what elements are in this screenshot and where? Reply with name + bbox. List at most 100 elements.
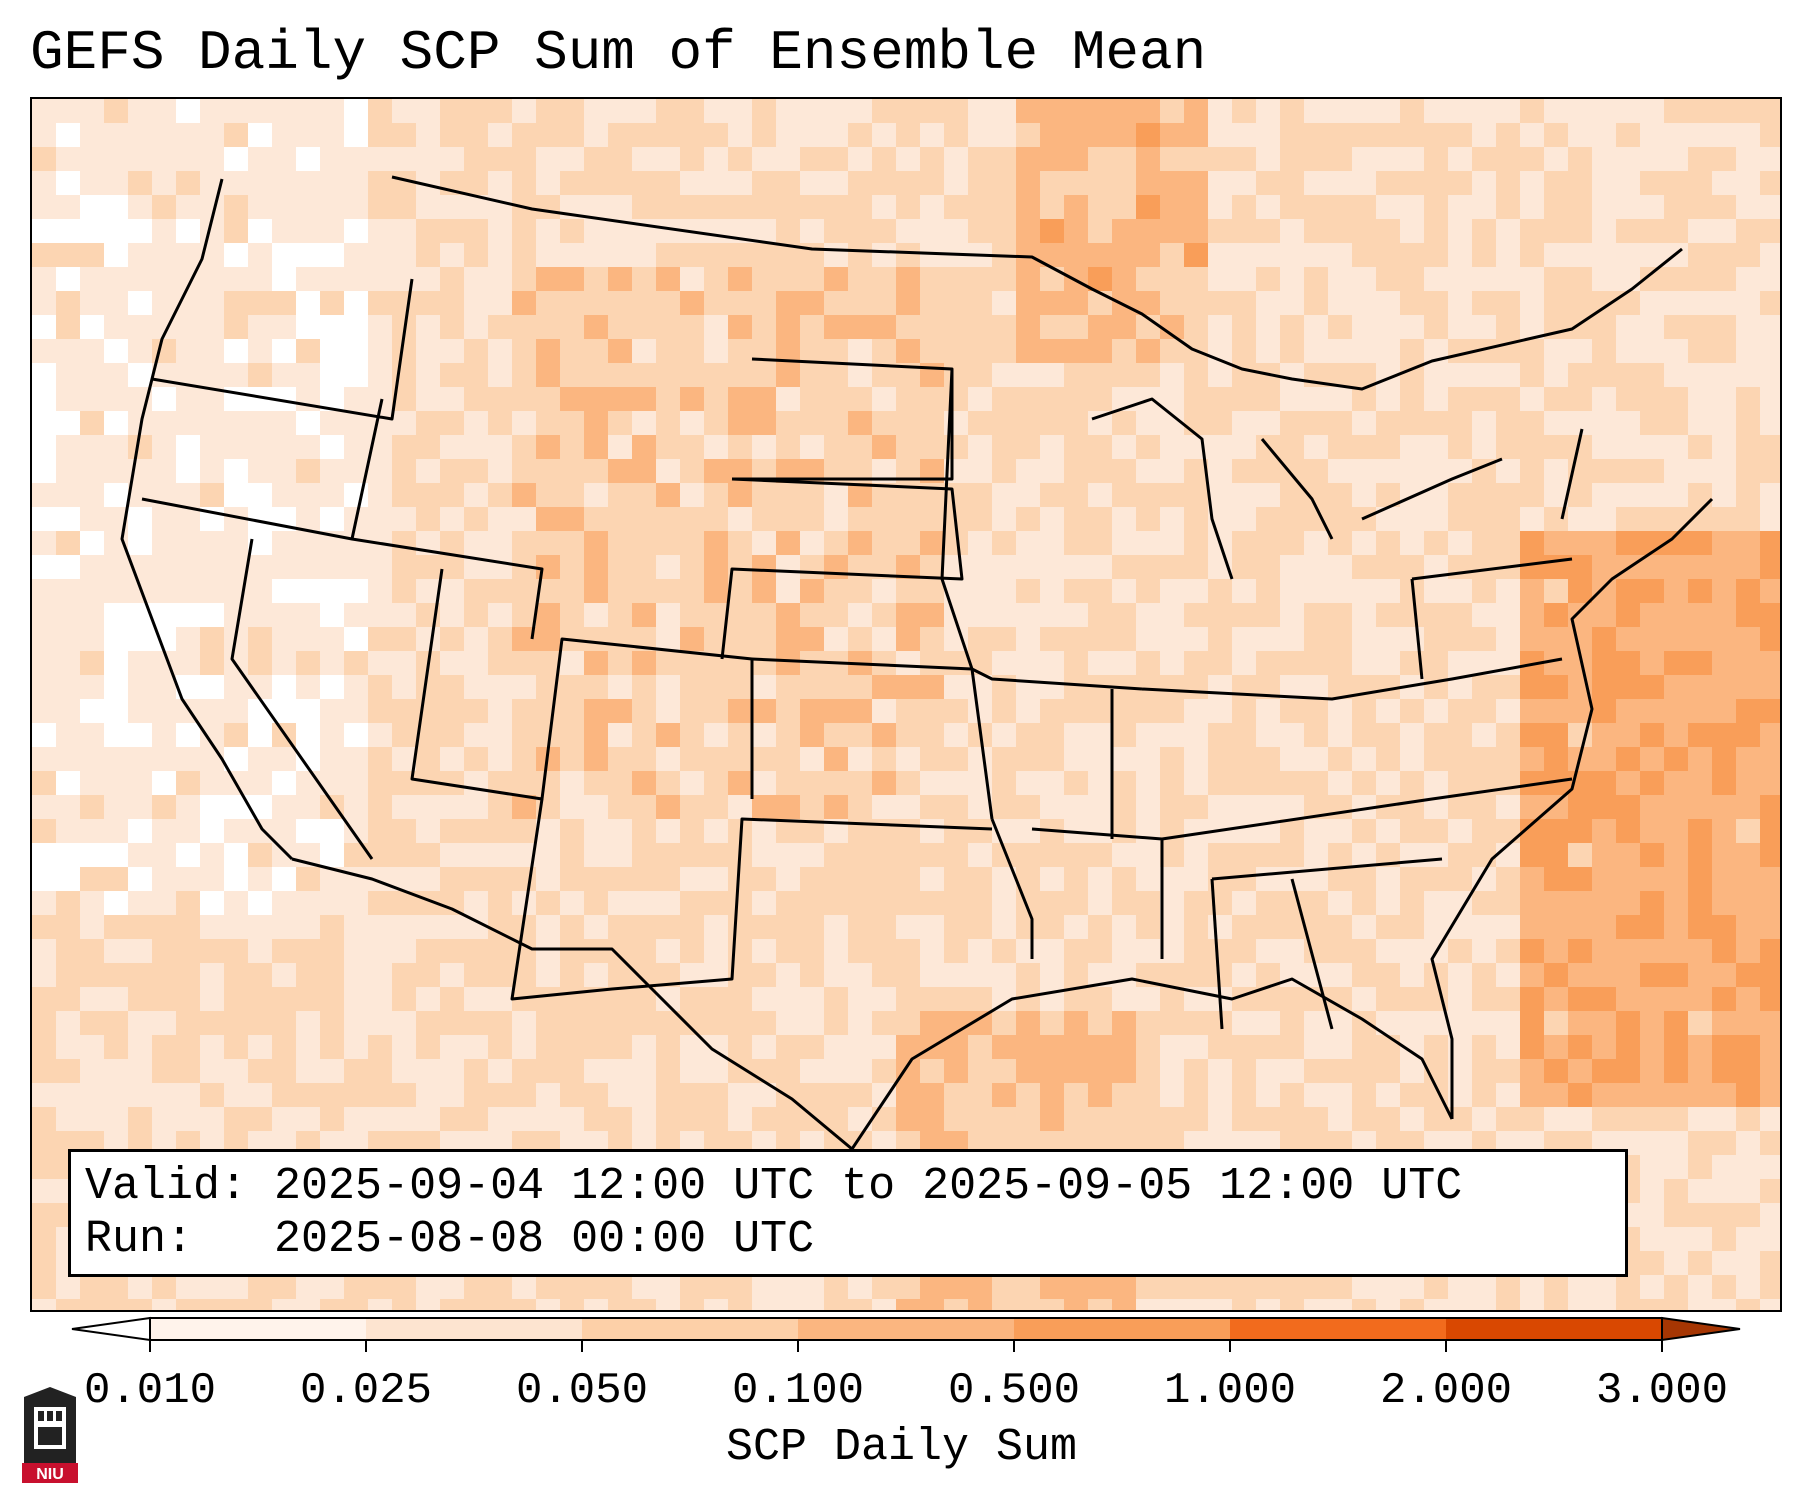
field-cell [200,963,224,987]
field-cell [1256,771,1280,795]
field-cell [152,507,176,531]
field-cell [1688,651,1712,675]
field-cell [344,603,368,627]
field-cell [1496,795,1520,819]
field-cell [1040,291,1064,315]
field-cell [1640,507,1664,531]
field-cell [1640,843,1664,867]
field-cell [776,171,800,195]
field-cell [440,1107,464,1131]
field-cell [920,507,944,531]
field-cell [704,219,728,243]
field-cell [1160,171,1184,195]
field-cell [1016,459,1040,483]
field-cell [440,603,464,627]
field-cell [1448,987,1472,1011]
field-cell [1544,747,1568,771]
field-cell [32,291,56,315]
field-cell [1256,651,1280,675]
field-cell [1640,627,1664,651]
field-cell [1328,963,1352,987]
field-cell [1088,291,1112,315]
field-cell [632,699,656,723]
field-cell [896,219,920,243]
field-cell [1208,315,1232,339]
field-cell [1232,435,1256,459]
field-cell [1016,1059,1040,1083]
field-cell [464,123,488,147]
field-cell [752,171,776,195]
field-cell [224,99,248,123]
field-cell [416,939,440,963]
field-cell [440,387,464,411]
field-cell [488,291,512,315]
field-cell [56,579,80,603]
field-cell [512,483,536,507]
field-cell [272,315,296,339]
field-cell [440,315,464,339]
field-cell [416,867,440,891]
field-cell [176,243,200,267]
field-cell [1496,963,1520,987]
field-cell [824,1107,848,1131]
field-cell [920,627,944,651]
field-cell [1136,867,1160,891]
field-cell [1496,603,1520,627]
field-cell [248,411,272,435]
field-cell [632,867,656,891]
field-cell [560,771,584,795]
field-cell [1640,1107,1664,1131]
field-cell [1472,387,1496,411]
field-cell [1184,915,1208,939]
field-cell [1616,411,1640,435]
field-cell [1496,1275,1520,1299]
field-cell [1544,963,1568,987]
field-cell [560,411,584,435]
field-cell [1472,147,1496,171]
field-cell [680,987,704,1011]
field-cell [440,411,464,435]
field-cell [1424,267,1448,291]
field-cell [1448,1011,1472,1035]
field-cell [632,795,656,819]
field-cell [224,915,248,939]
field-cell [1088,147,1112,171]
field-cell [1280,219,1304,243]
field-cell [1544,459,1568,483]
field-cell [872,1299,896,1310]
field-cell [392,747,416,771]
field-cell [344,171,368,195]
field-cell [1496,699,1520,723]
field-cell [1208,603,1232,627]
field-cell [200,1011,224,1035]
field-cell [1544,363,1568,387]
field-cell [656,123,680,147]
field-cell [1232,627,1256,651]
field-cell [392,939,416,963]
field-cell [776,891,800,915]
field-cell [1736,987,1760,1011]
field-cell [992,531,1016,555]
field-cell [1664,1083,1688,1107]
field-cell [1304,1059,1328,1083]
field-cell [368,315,392,339]
field-cell [824,891,848,915]
field-cell [1280,1107,1304,1131]
field-cell [1112,123,1136,147]
field-cell [992,483,1016,507]
field-cell [1160,939,1184,963]
field-cell [1712,891,1736,915]
field-cell [1736,1107,1760,1131]
field-cell [680,1083,704,1107]
field-cell [32,1011,56,1035]
field-cell [1352,1035,1376,1059]
field-cell [1280,555,1304,579]
field-cell [1736,1131,1760,1155]
field-cell [728,411,752,435]
map-panel[interactable]: Valid: 2025-09-04 12:00 UTC to 2025-09-0… [30,97,1782,1312]
field-cell [560,1011,584,1035]
field-cell [968,267,992,291]
field-cell [656,171,680,195]
field-cell [1688,1107,1712,1131]
field-cell [656,795,680,819]
